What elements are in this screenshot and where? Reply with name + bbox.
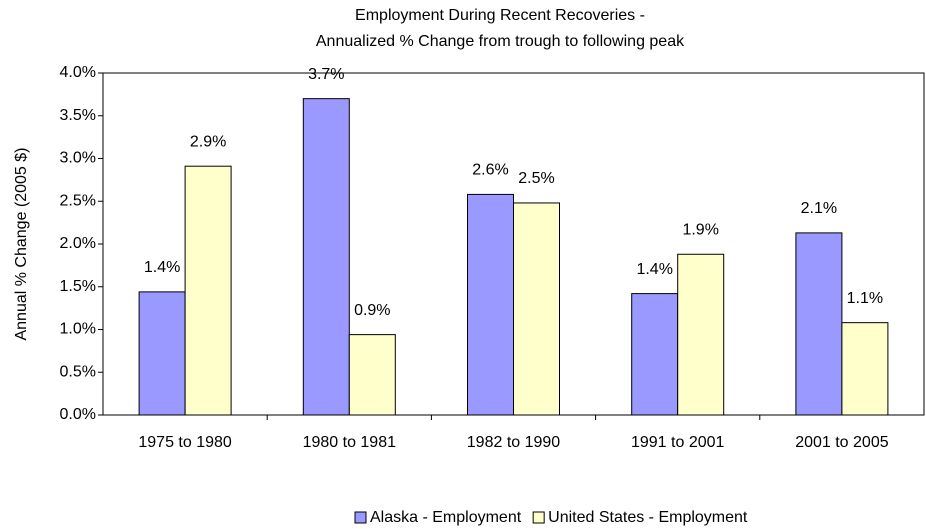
data-label: 1.4%	[636, 261, 672, 278]
legend-swatch	[532, 511, 545, 524]
bar	[841, 322, 889, 416]
bar	[184, 165, 232, 416]
data-label: 2.1%	[801, 200, 837, 217]
legend-label: United States - Employment	[548, 509, 748, 526]
bar	[302, 98, 350, 416]
y-tick-label: 4.0%	[60, 64, 96, 81]
y-tick-label: 1.0%	[60, 321, 96, 338]
x-tick-label: 1982 to 1990	[467, 434, 561, 451]
y-tick-label: 3.5%	[60, 107, 96, 124]
legend-label: Alaska - Employment	[370, 509, 522, 526]
data-label: 0.9%	[354, 302, 390, 319]
bar	[795, 232, 843, 416]
bar	[631, 293, 679, 416]
bar	[513, 202, 560, 416]
x-tick-label: 1980 to 1981	[303, 434, 397, 451]
y-tick-label: 2.0%	[60, 235, 96, 252]
data-label: 1.4%	[144, 259, 180, 276]
bar	[467, 193, 514, 416]
chart-title: Employment During Recent Recoveries -	[355, 7, 645, 24]
data-label: 2.9%	[190, 133, 226, 150]
data-label: 3.7%	[308, 66, 344, 83]
y-tick-label: 1.5%	[60, 278, 96, 295]
y-tick-label: 2.5%	[60, 192, 96, 209]
y-tick-label: 3.0%	[60, 150, 96, 167]
x-tick-label: 2001 to 2005	[795, 434, 889, 451]
data-label: 2.5%	[518, 170, 554, 187]
data-label: 1.9%	[682, 221, 718, 238]
x-tick-label: 1975 to 1980	[138, 434, 232, 451]
bar	[677, 253, 725, 416]
bar	[348, 334, 396, 416]
legend-swatch	[354, 511, 367, 524]
chart-title: Annualized % Change from trough to follo…	[316, 33, 685, 50]
y-tick-label: 0.0%	[60, 406, 96, 423]
data-label: 2.6%	[472, 162, 508, 179]
x-tick-label: 1991 to 2001	[631, 434, 725, 451]
data-label: 1.1%	[847, 290, 883, 307]
y-tick-label: 0.5%	[60, 363, 96, 380]
y-axis-label: Annual % Change (2005 $)	[13, 147, 30, 340]
bar	[138, 291, 186, 416]
